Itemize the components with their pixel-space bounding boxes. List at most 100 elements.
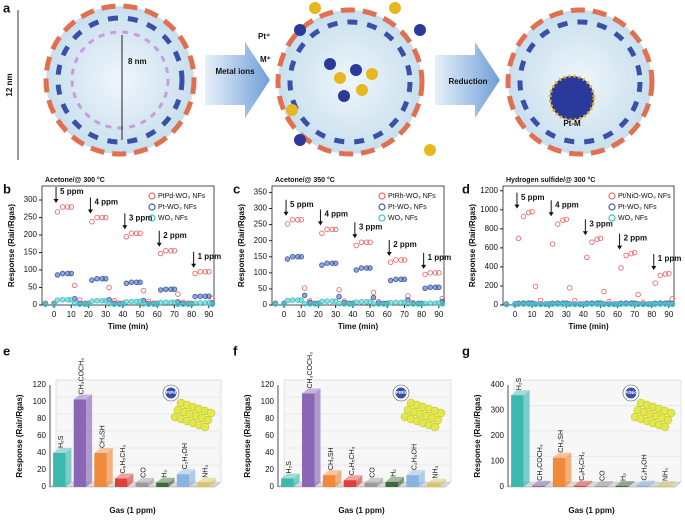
annotation: 3 ppm bbox=[129, 213, 153, 222]
bar-side bbox=[335, 470, 342, 487]
bar-side bbox=[648, 480, 655, 487]
data-point bbox=[192, 300, 198, 307]
bar-side bbox=[106, 448, 113, 487]
annotation: 4 ppm bbox=[324, 210, 348, 219]
bar-top bbox=[197, 477, 216, 483]
data-point bbox=[669, 301, 676, 308]
x-tick-label: 10 bbox=[297, 310, 306, 319]
annotation-arrowhead bbox=[87, 209, 93, 214]
y-tick-label: 100 bbox=[33, 397, 47, 406]
data-point bbox=[163, 299, 169, 305]
data-point bbox=[140, 301, 147, 307]
y-tick-label: 60 bbox=[37, 431, 46, 440]
x-tick-label: 70 bbox=[630, 310, 639, 319]
data-point bbox=[669, 295, 676, 302]
data-point bbox=[640, 301, 646, 308]
data-point bbox=[370, 289, 377, 296]
data-point bbox=[106, 301, 112, 307]
annotation: 5 ppm bbox=[521, 193, 545, 202]
bar bbox=[532, 485, 545, 487]
y-tick-label: 0 bbox=[33, 300, 38, 309]
data-point bbox=[145, 301, 152, 308]
data-point bbox=[358, 239, 365, 246]
y-tick-label: 60 bbox=[265, 431, 274, 440]
inset-label: PtRh bbox=[396, 390, 407, 395]
chart-title: Acetone/@ 350 °C bbox=[275, 176, 335, 184]
data-point bbox=[102, 214, 109, 221]
data-point bbox=[298, 254, 304, 260]
x-tick-label: 20 bbox=[545, 310, 554, 319]
data-point bbox=[554, 301, 561, 307]
data-point bbox=[94, 214, 100, 221]
category-label: H₂ bbox=[621, 473, 628, 481]
data-point bbox=[537, 301, 544, 308]
annotation: 2 ppm bbox=[624, 234, 648, 243]
data-point bbox=[324, 226, 330, 233]
data-point bbox=[157, 287, 164, 293]
data-point bbox=[566, 301, 573, 308]
data-point bbox=[503, 301, 510, 308]
legend-marker bbox=[148, 214, 156, 222]
annotation-arrowhead bbox=[283, 211, 289, 216]
bar bbox=[364, 482, 378, 487]
x-tick-label: 90 bbox=[434, 310, 443, 319]
data-point bbox=[171, 286, 178, 293]
data-point bbox=[99, 214, 105, 221]
annotation-arrowhead bbox=[191, 263, 197, 268]
x-axis-label: Time (min) bbox=[568, 322, 609, 331]
bar-top bbox=[552, 452, 572, 458]
data-point bbox=[422, 285, 428, 292]
legend-label: Pt-WO₃ NFs bbox=[618, 204, 657, 211]
annotation: 3 ppm bbox=[359, 222, 383, 231]
data-point bbox=[281, 301, 287, 307]
x-tick-label: 60 bbox=[383, 310, 392, 319]
category-label: H₂S bbox=[516, 377, 523, 390]
category-label: H₂S bbox=[58, 435, 65, 448]
data-point bbox=[137, 230, 143, 236]
data-point bbox=[123, 299, 130, 305]
y-tick-label: 100 bbox=[491, 457, 505, 466]
category-label: CH₃SH bbox=[328, 447, 335, 470]
category-label: NH₃ bbox=[203, 465, 210, 478]
inset-particle bbox=[203, 415, 213, 425]
bar-top bbox=[427, 478, 446, 484]
data-point bbox=[102, 276, 109, 282]
y-tick-label: 800 bbox=[485, 224, 499, 233]
data-point bbox=[422, 300, 428, 307]
data-point bbox=[301, 300, 308, 307]
legend-marker bbox=[378, 214, 386, 222]
data-point bbox=[375, 301, 382, 307]
x-axis-label: Time (min) bbox=[338, 322, 379, 331]
bar-top bbox=[114, 473, 134, 479]
inset-particle bbox=[666, 408, 676, 418]
annotation-arrowhead bbox=[317, 221, 323, 226]
data-point bbox=[532, 283, 539, 290]
y-tick-label: 150 bbox=[24, 248, 38, 257]
x-tick-label: 70 bbox=[400, 310, 409, 319]
y-tick-label: 300 bbox=[254, 204, 268, 213]
y-tick-label: 120 bbox=[33, 380, 47, 389]
data-point bbox=[85, 301, 92, 308]
cage-1 bbox=[43, 3, 197, 157]
data-point bbox=[560, 217, 566, 224]
bar bbox=[322, 475, 336, 487]
bar-side bbox=[127, 473, 134, 487]
y-tick-label: 0 bbox=[494, 300, 499, 309]
bar-top bbox=[343, 475, 363, 481]
data-point bbox=[298, 217, 304, 223]
data-point bbox=[427, 270, 433, 276]
data-point bbox=[635, 291, 641, 298]
data-point bbox=[662, 271, 669, 277]
y-axis-label: Response (Rair/Rgas) bbox=[237, 204, 246, 287]
x-axis-label: Gas (1 ppm) bbox=[338, 506, 385, 515]
data-point bbox=[520, 301, 527, 307]
legend-marker bbox=[378, 203, 386, 211]
data-point bbox=[584, 301, 590, 307]
y-tick-label: 150 bbox=[254, 252, 268, 261]
annotation: 4 ppm bbox=[94, 198, 118, 207]
x-tick-label: 0 bbox=[52, 310, 57, 319]
x-tick-label: 90 bbox=[204, 310, 213, 319]
y-tick-label: 0 bbox=[270, 482, 275, 491]
bar bbox=[427, 483, 440, 487]
data-point bbox=[635, 301, 641, 308]
